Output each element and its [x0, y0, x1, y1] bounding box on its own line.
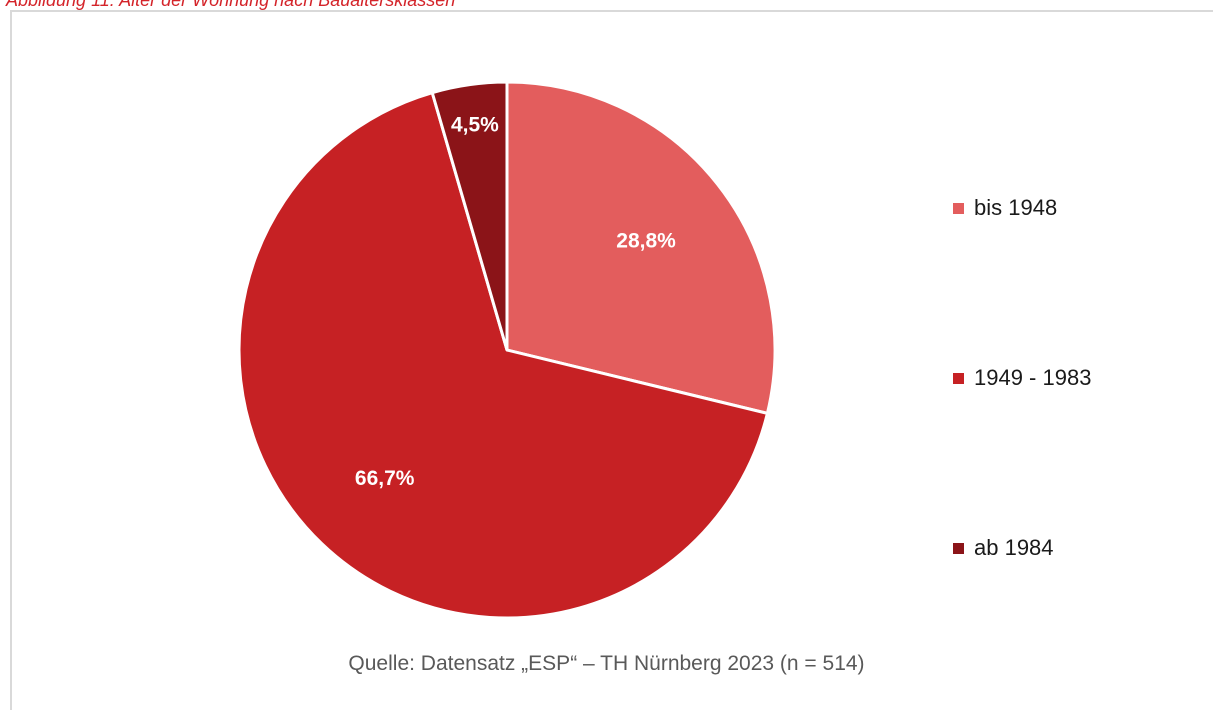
pie-slice-1949-1983 — [237, 91, 769, 620]
legend-item-bis-1948: bis 1948 — [953, 195, 1057, 221]
legend-swatch — [953, 202, 964, 214]
legend-swatch — [953, 372, 964, 384]
pie-data-label: 4,5% — [451, 113, 499, 136]
legend-label: ab 1984 — [974, 535, 1054, 560]
pie-slice-ab-1984 — [430, 80, 509, 352]
source-note: Quelle: Datensatz „ESP“ – TH Nürnberg 20… — [348, 652, 865, 675]
legend-item-ab-1984: ab 1984 — [953, 535, 1054, 561]
legend-item-1949-1983: 1949 - 1983 — [953, 365, 1091, 391]
legend-swatch — [953, 542, 964, 554]
chart-frame — [10, 10, 1213, 710]
legend-label: bis 1948 — [974, 195, 1058, 220]
legend-label: 1949 - 1983 — [974, 365, 1092, 390]
pie-data-label: 66,7% — [355, 467, 415, 490]
pie-chart: 28,8% 66,7% 4,5% — [237, 80, 777, 620]
pie-slice-bis-1948 — [505, 80, 777, 415]
figure-caption: Abbildung 11: Alter der Wohnung nach Bau… — [6, 0, 456, 10]
pie-data-label: 28,8% — [616, 230, 676, 253]
